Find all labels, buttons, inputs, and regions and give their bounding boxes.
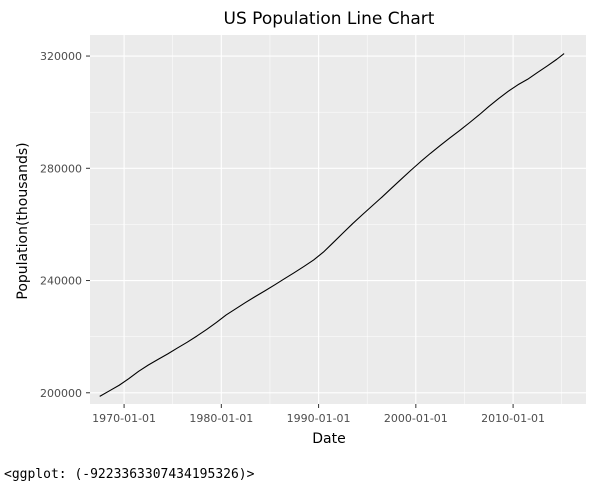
major-gridlines <box>90 35 586 404</box>
y-axis: 200000 240000 280000 320000 <box>40 50 90 400</box>
population-line <box>99 53 565 397</box>
chart-title: US Population Line Chart <box>224 9 435 29</box>
x-tick-label: 2010-01-01 <box>481 412 545 425</box>
x-tick-label: 2000-01-01 <box>384 412 448 425</box>
x-axis: 1970-01-01 1980-01-01 1990-01-01 2000-01-01… <box>92 404 545 425</box>
y-tick-label: 240000 <box>40 275 82 288</box>
plot-panel <box>90 35 586 404</box>
x-tick-label: 1970-01-01 <box>92 412 156 425</box>
x-tick-label: 1990-01-01 <box>287 412 351 425</box>
series-layer <box>99 53 565 397</box>
x-tick-label: 1980-01-01 <box>189 412 253 425</box>
ggplot-caption: <ggplot: (-9223363307434195326)> <box>4 467 255 482</box>
y-tick-label: 200000 <box>40 387 82 400</box>
minor-gridlines <box>90 35 586 404</box>
y-tick-label: 280000 <box>40 162 82 175</box>
y-tick-label: 320000 <box>40 50 82 63</box>
y-axis-label: Population(thousands) <box>15 142 31 299</box>
x-axis-label: Date <box>312 431 345 447</box>
